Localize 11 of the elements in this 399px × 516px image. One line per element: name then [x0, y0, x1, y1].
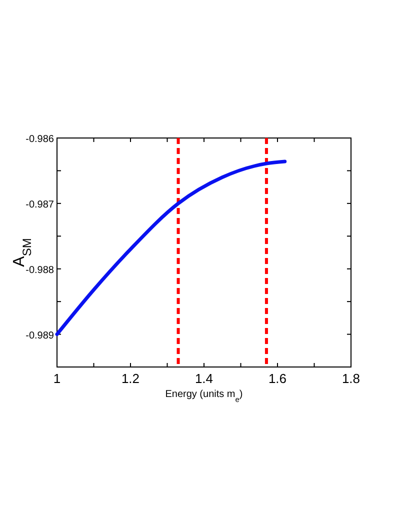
x-tick-label: 1.8 [342, 371, 360, 386]
line-series [55, 160, 287, 336]
y-tick-label: -0.987 [26, 199, 54, 210]
x-axis-title: Energy (units m$_{e}$) [165, 389, 243, 404]
y-tick-label: -0.989 [26, 330, 54, 342]
y-tick-label: -0.988 [26, 264, 54, 276]
x-tick-label: 1.6 [268, 371, 287, 386]
y-tick-label: -0.986 [26, 134, 54, 145]
x-tick-label: 1.2 [121, 371, 140, 386]
x-tick-label: 1 [53, 371, 61, 386]
x-tick-label: 1.4 [194, 371, 214, 386]
